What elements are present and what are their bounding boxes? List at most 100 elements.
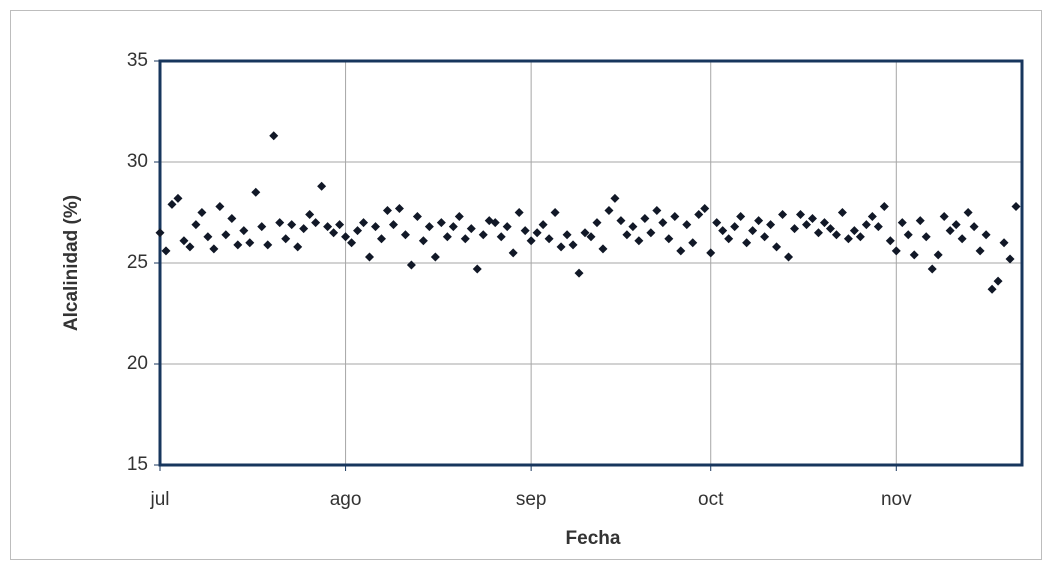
data-point [418,236,428,246]
x-tick-label: oct [698,489,724,510]
data-point [903,230,913,240]
data-point [604,205,614,215]
data-point [299,224,309,234]
data-point [915,216,925,226]
data-point [388,220,398,230]
data-point [155,228,165,238]
data-point [598,244,608,254]
data-point [652,205,662,215]
data-point [454,212,464,222]
data-point [718,226,728,236]
data-point [706,248,716,258]
data-point [676,246,686,256]
data-point [646,228,656,238]
data-point [975,246,985,256]
data-point [167,199,177,209]
data-point [197,208,207,217]
data-point [568,240,578,250]
data-point [365,252,375,262]
data-point [233,240,243,250]
data-point [861,220,871,230]
x-tick-label: nov [881,489,912,510]
data-point [813,228,823,238]
data-point [658,218,668,228]
data-point [772,242,782,252]
data-point [430,252,440,262]
data-point [460,234,470,244]
data-point [376,234,386,244]
data-point [957,234,967,244]
data-point [305,210,315,220]
data-point [664,234,674,244]
data-point [981,230,991,240]
data-point [670,212,680,222]
data-point [993,276,1003,286]
data-point [203,232,213,242]
y-axis-title: Alcalinidad (%) [61,195,82,331]
data-point [359,218,369,228]
data-point [508,248,518,258]
data-point [879,201,889,211]
data-point [766,220,776,230]
data-point [478,230,488,240]
data-point [227,214,237,224]
data-point [412,212,422,222]
data-point [550,208,560,217]
data-point [394,203,404,213]
data-point [628,222,638,232]
data-point [472,264,482,274]
data-point [837,208,847,217]
data-point [939,212,949,222]
data-point [317,181,327,191]
data-point [849,226,859,236]
data-point [999,238,1009,248]
data-point [1011,201,1021,211]
data-point [831,230,841,240]
data-point [987,284,997,294]
chart-frame [10,10,1042,560]
data-point [556,242,566,252]
data-point [712,218,722,228]
data-point [945,226,955,236]
data-point [694,210,704,220]
data-point [239,226,249,236]
data-point [742,238,752,248]
data-point [287,220,297,230]
data-point [969,222,979,232]
data-point [293,242,303,252]
data-point [897,218,907,228]
data-point [245,238,255,248]
data-point [448,222,458,232]
x-axis-title: Fecha [566,528,621,549]
data-point [634,236,644,246]
y-tick-label: 20 [127,353,148,374]
data-point [341,232,351,242]
data-point [843,234,853,244]
data-point [873,222,883,232]
data-point [802,220,811,230]
data-point [1005,254,1015,264]
data-point [730,222,740,232]
data-point [538,220,548,230]
data-point [700,203,710,213]
data-point [382,205,392,215]
data-point [796,210,806,220]
data-point [592,218,602,228]
data-point [311,218,321,228]
x-tick-label: sep [516,489,547,510]
data-point [173,193,183,203]
data-point [574,268,584,278]
data-point [442,232,452,242]
data-point [263,240,273,250]
data-point [562,230,572,240]
data-point [909,250,919,260]
y-tick-label: 25 [127,252,148,273]
data-point [406,260,416,270]
data-point [610,193,620,203]
y-tick-label: 15 [127,454,148,475]
data-point [825,224,835,234]
data-point [867,212,877,222]
x-tick-label: jul [149,489,169,510]
data-point [963,208,973,217]
